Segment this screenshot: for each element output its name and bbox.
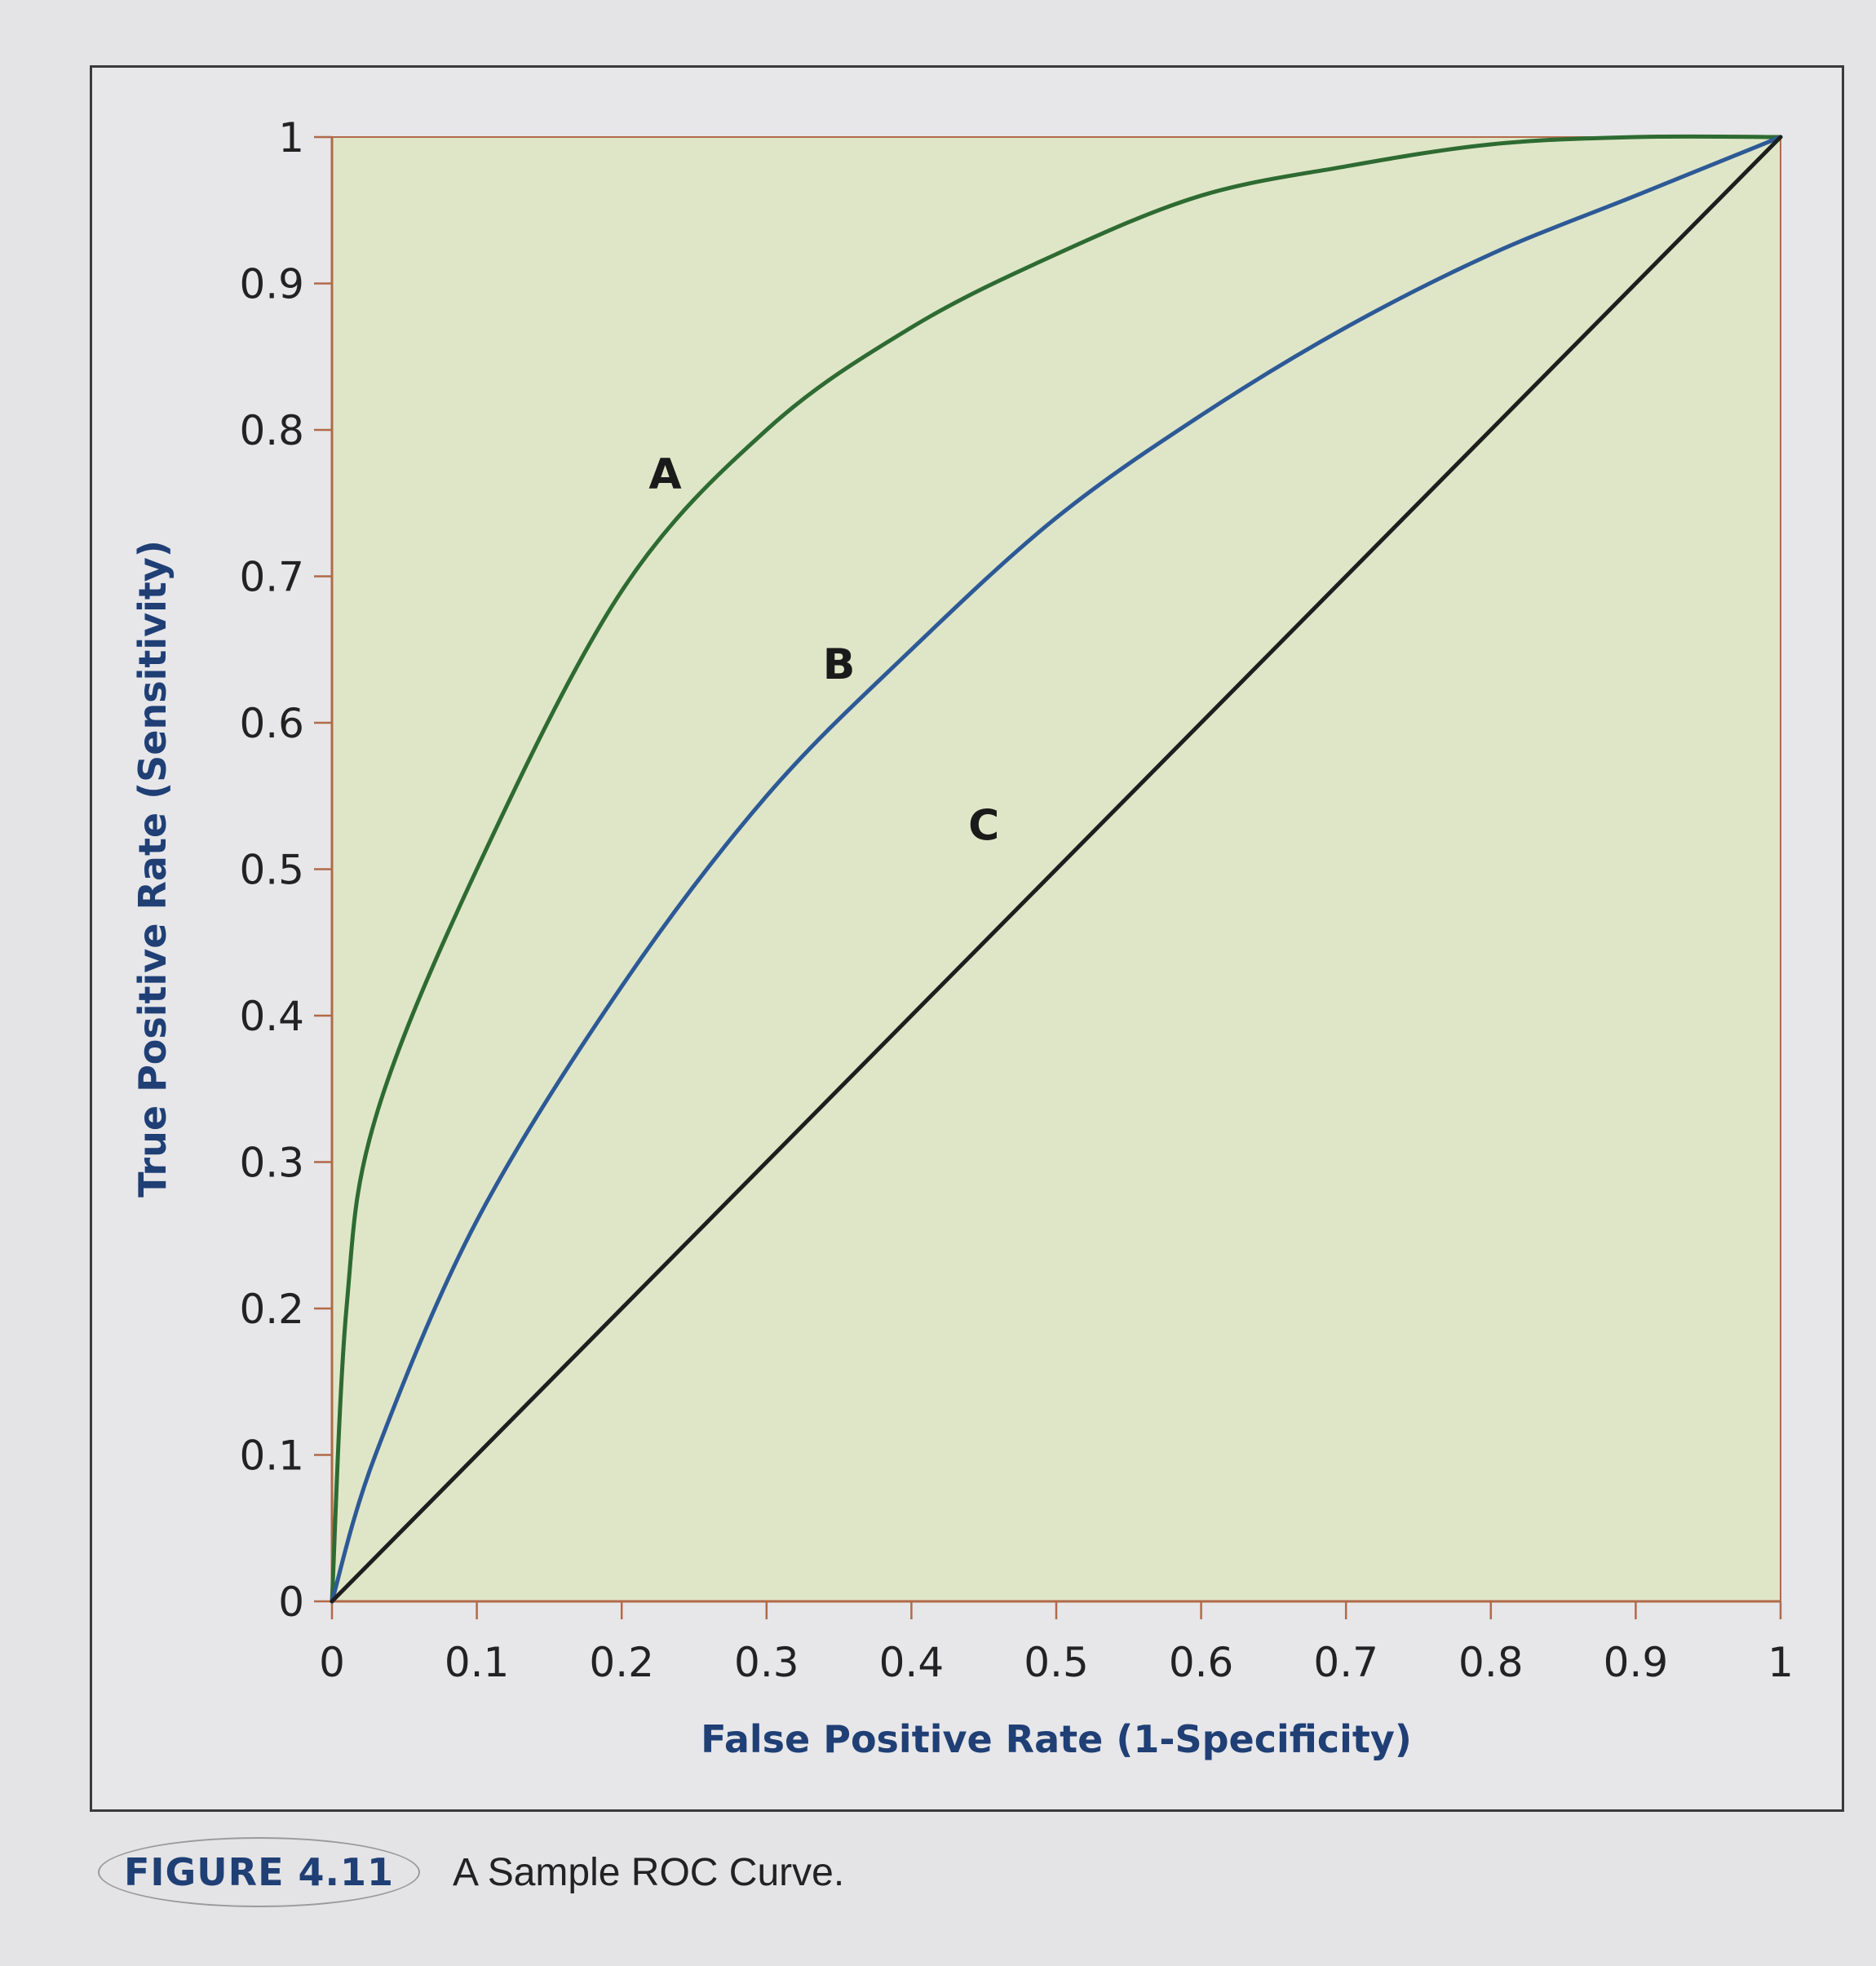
axis-ticks: 0 0.1 0.2 0.3 0.4 0.5 0.6 0.7 0.8 0.9 1 0 0.1 0.2 0.3 0… bbox=[239, 114, 1793, 1686]
y-tick-label: 0.7 bbox=[239, 554, 304, 601]
curve-a bbox=[330, 134, 1783, 1604]
figure-title: A Sample ROC Curve. bbox=[453, 1850, 845, 1894]
x-tick-label: 0.5 bbox=[1024, 1639, 1089, 1686]
y-tick-label: 0.1 bbox=[239, 1432, 304, 1480]
y-axis-title: True Positive Rate (Sensitivity) bbox=[131, 540, 175, 1198]
curve-labels: A B C bbox=[648, 450, 999, 851]
y-tick-label: 1 bbox=[278, 114, 304, 162]
x-tick-label: 0.4 bbox=[879, 1639, 945, 1686]
y-tick-label: 0.5 bbox=[239, 847, 304, 894]
curve-b bbox=[330, 135, 1783, 1604]
x-tick-label: 0.6 bbox=[1169, 1639, 1234, 1686]
x-tick-label: 0.1 bbox=[445, 1639, 510, 1686]
curve-label-c: C bbox=[968, 802, 999, 851]
x-tick-label: 0 bbox=[319, 1639, 345, 1686]
y-tick-label: 0.6 bbox=[239, 700, 304, 747]
y-tick-label: 0.4 bbox=[239, 993, 304, 1040]
x-tick-label: 0.3 bbox=[734, 1639, 799, 1686]
roc-curves bbox=[330, 134, 1783, 1604]
x-tick-label: 0.9 bbox=[1604, 1639, 1669, 1686]
y-tick-label: 0.9 bbox=[239, 261, 304, 308]
y-tick-label: 0 bbox=[278, 1579, 304, 1626]
x-tick-label: 0.8 bbox=[1458, 1639, 1524, 1686]
x-tick-label: 1 bbox=[1768, 1639, 1794, 1686]
x-tick-label: 0.2 bbox=[589, 1639, 654, 1686]
y-tick-label: 0.3 bbox=[239, 1140, 304, 1187]
figure-number: FIGURE 4.11 bbox=[98, 1837, 421, 1907]
x-tick-label: 0.7 bbox=[1313, 1639, 1378, 1686]
figure-caption: FIGURE 4.11 A Sample ROC Curve. bbox=[98, 1837, 845, 1907]
y-tick-label: 0.8 bbox=[239, 407, 304, 454]
curve-c bbox=[330, 135, 1783, 1604]
y-tick-label: 0.2 bbox=[239, 1286, 304, 1333]
curve-label-b: B bbox=[823, 640, 856, 689]
x-axis-title: False Positive Rate (1-Specificity) bbox=[701, 1717, 1412, 1761]
curve-label-a: A bbox=[648, 450, 681, 499]
